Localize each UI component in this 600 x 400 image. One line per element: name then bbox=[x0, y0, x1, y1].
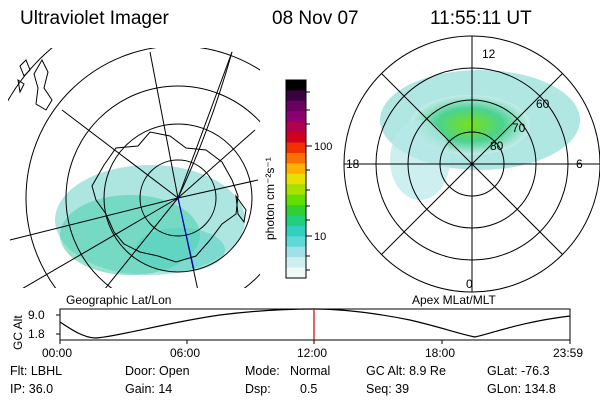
apex-caption: Apex MLat/MLT bbox=[412, 293, 496, 307]
gc-alt-status: GC Alt: 8.9 Re bbox=[366, 364, 446, 378]
colorbar-segment bbox=[286, 194, 306, 206]
coastline-nz bbox=[33, 58, 53, 111]
colorbar-unit: photon cm⁻²s⁻¹ bbox=[263, 157, 277, 240]
colorbar-segment bbox=[286, 215, 306, 227]
colorbar-segment bbox=[286, 257, 306, 269]
colorbar-segment bbox=[286, 225, 306, 237]
mlat-label-60: 60 bbox=[536, 97, 550, 111]
altitude-curve bbox=[59, 308, 571, 339]
date-label: 08 Nov 07 bbox=[272, 8, 359, 29]
mlt-label-18: 18 bbox=[346, 157, 360, 171]
gain-status: Gain: 14 bbox=[125, 382, 173, 396]
mode-label: Mode: bbox=[245, 364, 280, 378]
mlt-label-12: 12 bbox=[482, 47, 496, 61]
coastline-peninsula bbox=[235, 194, 247, 224]
colorbar-tick-100: 100 bbox=[314, 141, 332, 153]
time-tick-0600: 06:00 bbox=[170, 346, 200, 360]
colorbar-segment bbox=[286, 163, 306, 175]
filter-status: Flt: LBHL bbox=[10, 364, 63, 378]
colorbar-segment bbox=[286, 111, 306, 123]
colorbar-segment bbox=[286, 184, 306, 196]
geographic-map bbox=[8, 48, 260, 288]
colorbar-segment bbox=[286, 90, 306, 102]
time-label: 11:55:11 UT bbox=[430, 8, 532, 29]
colorbar-segment bbox=[286, 132, 306, 144]
altitude-frame bbox=[59, 308, 571, 341]
ground-track bbox=[177, 197, 195, 271]
altitude-axis-label: GC Alt bbox=[11, 315, 25, 350]
colorbar-segment bbox=[286, 121, 306, 133]
altitude-tick-1-8: 1.8 bbox=[28, 327, 45, 341]
coastline-small bbox=[17, 59, 31, 94]
colorbar-segment bbox=[286, 173, 306, 185]
geo-lat-circles bbox=[8, 48, 260, 288]
time-tick-1800: 18:00 bbox=[425, 346, 455, 360]
door-status: Door: Open bbox=[125, 364, 190, 378]
altitude-strip bbox=[56, 308, 571, 344]
dsp-label: Dsp: bbox=[245, 382, 271, 396]
time-tick-2359: 23:59 bbox=[553, 346, 583, 360]
colorbar-segment bbox=[286, 152, 306, 164]
glon-status: GLon: 134.8 bbox=[487, 382, 556, 396]
colorbar-tick-10: 10 bbox=[314, 231, 326, 243]
instrument-title: Ultraviolet Imager bbox=[20, 8, 169, 29]
time-tick-0000: 00:00 bbox=[42, 346, 72, 360]
colorbar-segment bbox=[286, 142, 306, 154]
colorbar-segment bbox=[286, 236, 306, 248]
colorbar-segment bbox=[286, 80, 306, 92]
time-tick-1200: 12:00 bbox=[297, 346, 327, 360]
seq-status: Seq: 39 bbox=[366, 382, 410, 396]
apex-mlt-lines bbox=[344, 36, 600, 292]
colorbar-segment bbox=[286, 205, 306, 217]
colorbar-ticks bbox=[306, 91, 312, 271]
colorbar-segment bbox=[286, 246, 306, 258]
geo-lon-lines bbox=[9, 51, 259, 288]
mlat-label-80: 80 bbox=[490, 139, 504, 153]
glat-status: GLat: -76.3 bbox=[487, 364, 550, 378]
mlat-label-70: 70 bbox=[512, 121, 526, 135]
aurora-patch-geo bbox=[135, 228, 225, 272]
apex-map: 12 18 6 0 60 70 80 bbox=[343, 35, 600, 293]
mlt-label-0: 0 bbox=[466, 277, 473, 291]
colorbar-frame bbox=[285, 79, 307, 279]
mode-value: Normal bbox=[290, 364, 331, 378]
ip-status: IP: 36.0 bbox=[10, 382, 54, 396]
altitude-tick-9: 9.0 bbox=[28, 308, 45, 322]
colorbar-segment bbox=[286, 267, 306, 279]
colorbar-segment bbox=[286, 100, 306, 112]
colorbar bbox=[286, 80, 306, 279]
dsp-value: 0.5 bbox=[300, 382, 318, 396]
continent-outline bbox=[91, 131, 239, 263]
mlt-label-6: 6 bbox=[576, 157, 583, 171]
geo-caption: Geographic Lat/Lon bbox=[66, 293, 171, 307]
